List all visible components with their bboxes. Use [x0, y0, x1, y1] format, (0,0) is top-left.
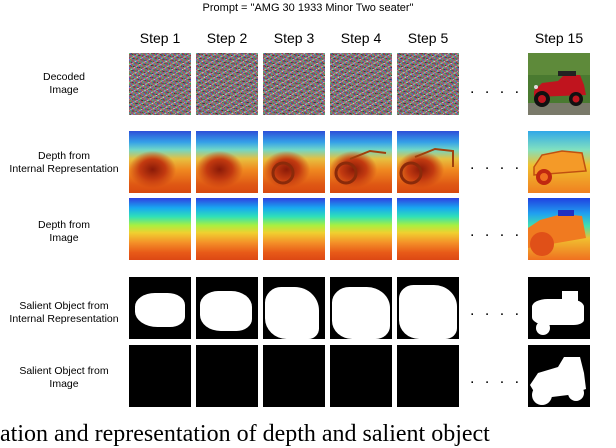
salient-mask	[265, 287, 319, 339]
depth-image-step-5	[397, 198, 459, 260]
salient-image-step-5	[397, 345, 459, 407]
row-label-line: Depth from	[38, 150, 90, 162]
row-label-line: Depth from	[38, 219, 90, 231]
salient-internal-step-2	[196, 277, 258, 339]
car-depth-shape	[399, 147, 454, 185]
step-header-5: Step 5	[407, 30, 449, 46]
decoded-image-step-2	[196, 53, 258, 115]
figure-prompt: Prompt = "AMG 30 1933 Minor Two seater"	[202, 2, 414, 14]
salient-mask	[135, 293, 185, 327]
salient-internal-step-15	[528, 277, 590, 339]
depth-image-step-1	[129, 198, 191, 260]
salient-image-step-3	[263, 345, 325, 407]
wheel-shape	[271, 161, 295, 185]
row-label-line: Salient Object from	[19, 365, 109, 377]
decoded-image-step-15	[528, 53, 590, 115]
car-depth-shape	[533, 150, 587, 185]
depth-internal-step-2	[196, 131, 258, 193]
salient-mask-top	[562, 291, 578, 301]
row-label-salient-image: Salient Object from Image	[0, 365, 128, 391]
row-label-decoded-image: Decoded Image	[0, 71, 128, 97]
salient-image-step-1	[129, 345, 191, 407]
row-label-salient-internal: Salient Object from Internal Representat…	[0, 300, 128, 326]
salient-mask	[399, 285, 457, 339]
decoded-image-step-3	[263, 53, 325, 115]
car-depth-shape	[334, 149, 387, 185]
salient-mask	[200, 291, 252, 331]
car-depth-shape	[528, 210, 586, 256]
depth-internal-step-5	[397, 131, 459, 193]
row-label-line: Image	[49, 232, 79, 244]
row-label-depth-internal: Depth from Internal Representation	[0, 150, 128, 176]
salient-internal-step-4	[330, 277, 392, 339]
salient-mask	[530, 357, 586, 405]
salient-mask	[532, 299, 584, 325]
row-label-depth-image: Depth from Image	[0, 219, 128, 245]
depth-internal-step-4	[330, 131, 392, 193]
decoded-image-step-1	[129, 53, 191, 115]
depth-image-step-15	[528, 198, 590, 260]
row-label-line: Decoded	[42, 71, 86, 83]
salient-internal-step-3	[263, 277, 325, 339]
row-label-line: Salient Object from	[19, 300, 109, 312]
row-label-line: Internal Representation	[9, 313, 119, 325]
salient-image-step-4	[330, 345, 392, 407]
depth-image-step-3	[263, 198, 325, 260]
step-header-3: Step 3	[273, 30, 315, 46]
caption-fragment: ation and representation of depth and sa…	[0, 421, 490, 447]
car-photo	[528, 53, 590, 115]
salient-image-step-2	[196, 345, 258, 407]
depth-internal-step-3	[263, 131, 325, 193]
salient-image-step-15	[528, 345, 590, 407]
step-header-2: Step 2	[206, 30, 248, 46]
step-header-1: Step 1	[139, 30, 181, 46]
row-label-line: Image	[49, 378, 79, 390]
decoded-image-step-4	[330, 53, 392, 115]
step-header-15: Step 15	[534, 30, 584, 46]
decoded-image-step-5	[397, 53, 459, 115]
depth-internal-step-1	[129, 131, 191, 193]
depth-internal-step-15	[528, 131, 590, 193]
salient-internal-step-5	[397, 277, 459, 339]
salient-internal-step-1	[129, 277, 191, 339]
row-label-line: Internal Representation	[9, 163, 119, 175]
row-label-line: Image	[49, 84, 79, 96]
step-header-4: Step 4	[340, 30, 382, 46]
salient-mask-wheel	[536, 321, 550, 335]
salient-mask	[332, 287, 390, 339]
depth-image-step-2	[196, 198, 258, 260]
depth-image-step-4	[330, 198, 392, 260]
